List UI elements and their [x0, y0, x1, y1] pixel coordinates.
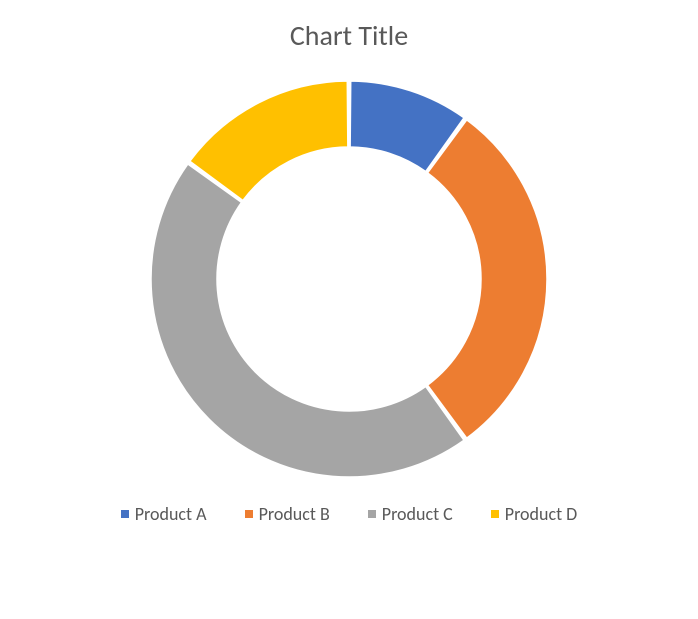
donut-svg — [143, 73, 555, 485]
donut-slice-product-b — [428, 120, 547, 438]
legend-marker — [245, 510, 253, 518]
legend-item-product-d: Product D — [491, 503, 577, 525]
legend-item-product-a: Product A — [121, 503, 207, 525]
legend-label: Product D — [505, 503, 577, 525]
legend-label: Product C — [382, 503, 453, 525]
legend-label: Product B — [259, 503, 330, 525]
donut-chart — [0, 73, 698, 485]
donut-slice-product-c — [151, 164, 464, 477]
legend-marker — [491, 510, 499, 518]
legend-marker — [368, 510, 376, 518]
legend-item-product-b: Product B — [245, 503, 330, 525]
chart-title: Chart Title — [0, 0, 698, 53]
legend: Product A Product B Product C Product D — [0, 503, 698, 525]
legend-label: Product A — [135, 503, 207, 525]
legend-item-product-c: Product C — [368, 503, 453, 525]
legend-marker — [121, 510, 129, 518]
